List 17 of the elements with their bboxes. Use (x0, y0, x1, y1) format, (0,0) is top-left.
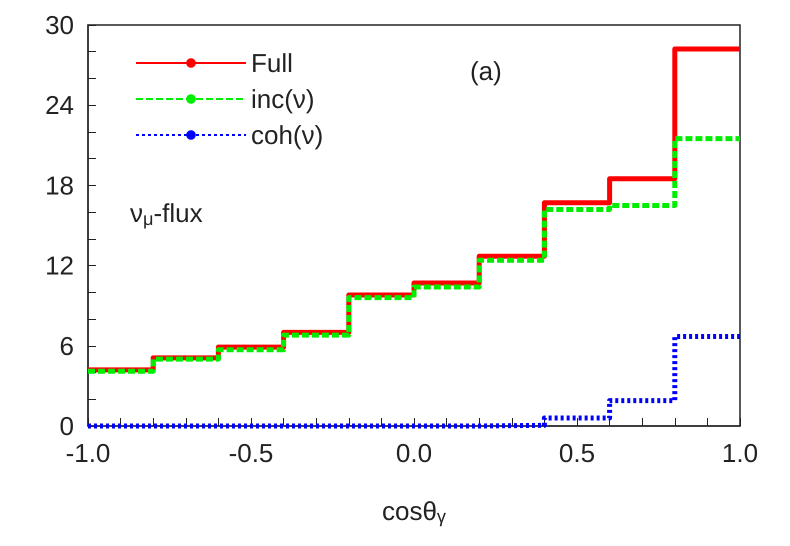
y-tick-label: 30 (45, 10, 74, 40)
legend-label: Full (251, 48, 293, 78)
x-tick-label: 1.0 (722, 438, 758, 468)
y-tick-label: 18 (45, 170, 74, 200)
y-tick-label: 24 (45, 90, 74, 120)
x-axis-title: cosθγ (382, 496, 447, 527)
annotation: (a) (470, 56, 502, 86)
y-tick-label: 12 (45, 250, 74, 281)
legend-label: coh(ν) (251, 120, 324, 150)
legend-label: inc(ν) (251, 84, 315, 114)
x-tick-label: 0.5 (558, 438, 596, 468)
y-tick-label: 0 (60, 411, 74, 441)
x-tick-label: -0.5 (228, 438, 274, 468)
annotation: νμ-flux (130, 198, 203, 229)
x-tick-label: -1.0 (66, 438, 110, 468)
x-tick-label: 0.0 (396, 438, 432, 468)
y-tick-label: 6 (60, 330, 74, 361)
